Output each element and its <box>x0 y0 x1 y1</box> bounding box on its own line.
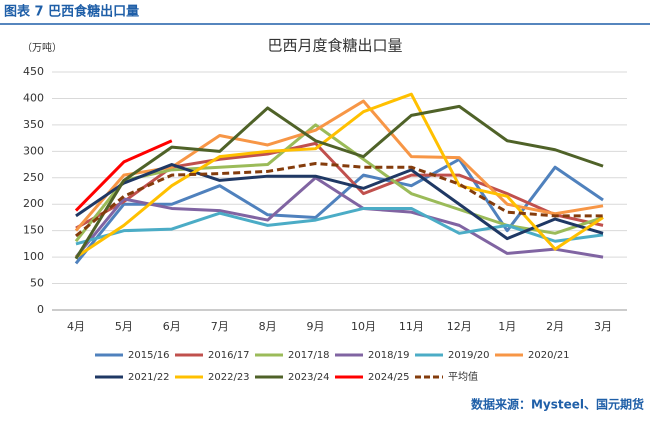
y-tick-label: 100 <box>23 250 44 263</box>
x-tick-label: 4月 <box>67 320 85 333</box>
legend-label: 2021/22 <box>128 372 170 383</box>
series-line <box>74 104 604 260</box>
legend-label: 2016/17 <box>208 350 250 361</box>
y-tick-label: 300 <box>23 144 44 157</box>
legend-label: 2024/25 <box>368 372 410 383</box>
x-tick-label: 5月 <box>115 320 133 333</box>
x-tick-label: 8月 <box>259 320 277 333</box>
series-line <box>75 163 604 241</box>
legend-label: 2022/23 <box>208 372 250 383</box>
x-tick-label: 1月 <box>498 320 516 333</box>
y-tick-label: 150 <box>23 224 44 237</box>
y-tick-label: 400 <box>23 91 44 104</box>
legend-label: 2017/18 <box>288 350 330 361</box>
legend-label: 平均值 <box>448 370 478 383</box>
x-tick-label: 11月 <box>399 320 424 333</box>
y-tick-label: 350 <box>23 118 44 131</box>
legend-label: 2019/20 <box>448 350 490 361</box>
series-line <box>74 157 604 265</box>
source: 数据来源：Mysteel、国元期货 <box>471 397 644 412</box>
x-tick-label: 12月 <box>447 320 472 333</box>
series-line <box>75 161 604 238</box>
legend-label: 2015/16 <box>128 350 170 361</box>
series-line <box>74 139 173 212</box>
series-line <box>75 206 604 246</box>
y-axis-label: （万吨） <box>22 41 62 54</box>
y-tick-label: 0 <box>37 303 44 316</box>
series-line <box>74 99 604 232</box>
x-tick-label: 7月 <box>211 320 229 333</box>
header: 图表 7 巴西食糖出口量 <box>4 4 139 20</box>
x-tick-label: 6月 <box>163 320 181 333</box>
legend-label: 2020/21 <box>528 350 570 361</box>
x-tick-label: 3月 <box>594 320 612 333</box>
y-tick-label: 450 <box>23 65 44 78</box>
y-tick-label: 50 <box>30 277 44 290</box>
legend-label: 2023/24 <box>288 372 330 383</box>
series-line <box>75 92 604 259</box>
x-tick-label: 2月 <box>546 320 564 333</box>
series-line <box>74 176 604 259</box>
y-tick-label: 250 <box>23 171 44 184</box>
x-tick-label: 10月 <box>351 320 376 333</box>
y-tick-label: 200 <box>23 197 44 210</box>
chart-title: 巴西月度食糖出口量 <box>267 37 402 55</box>
x-tick-label: 9月 <box>307 320 325 333</box>
legend-label: 2018/19 <box>368 350 410 361</box>
